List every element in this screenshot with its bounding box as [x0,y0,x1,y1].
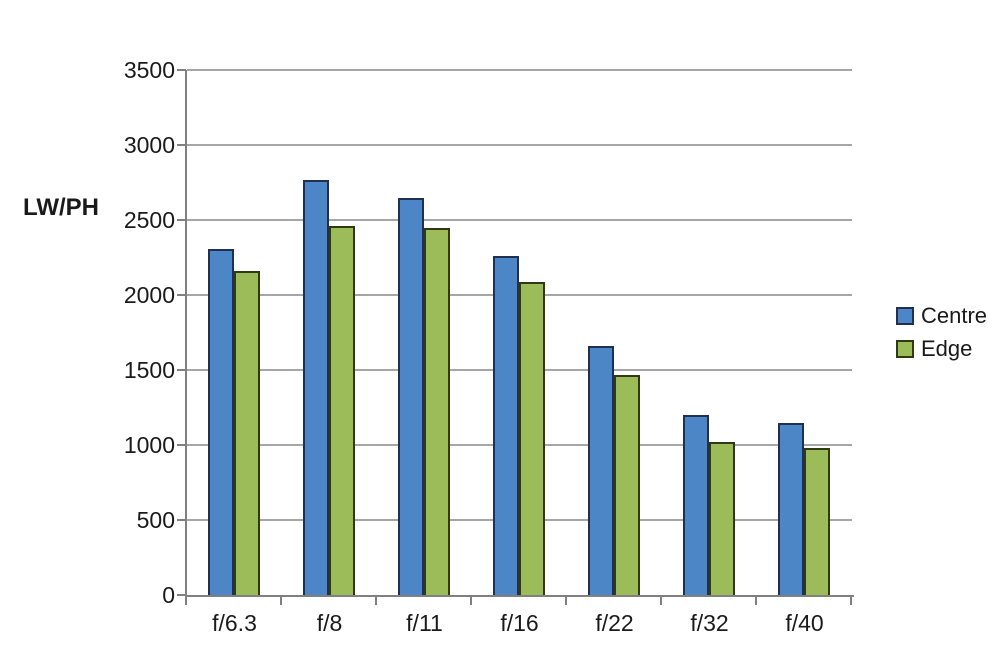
y-axis-tick [177,69,186,71]
gridline-2500 [187,219,852,221]
bar-centre-f8 [303,179,329,595]
x-axis-tick [755,597,757,605]
x-axis-line [185,595,854,597]
y-axis-tick-label: 3000 [123,132,175,158]
y-axis-tick-label: 3500 [123,57,175,83]
y-axis-line [185,70,187,603]
y-axis-tick [177,219,186,221]
y-axis-tick [177,294,186,296]
x-axis-tick [660,597,662,605]
legend-swatch-centre [896,306,914,325]
x-axis-tick-label: f/40 [785,610,824,636]
y-axis-tick-label: 1500 [123,357,175,383]
bar-centre-f16 [493,256,519,595]
bar-edge-f8 [329,226,355,595]
gridline-3500 [187,69,852,71]
bar-centre-f6.3 [208,248,234,595]
y-axis-tick [177,519,186,521]
x-axis-tick-label: f/16 [500,610,539,636]
legend-item-edge: Edge [896,336,987,361]
legend-label-edge: Edge [921,336,973,361]
y-axis-tick [177,444,186,446]
x-axis-tick-label: f/6.3 [212,610,257,636]
bar-centre-f32 [683,415,709,595]
bar-edge-f22 [614,374,640,595]
y-axis-tick-label: 1000 [123,432,175,458]
gridline-3000 [187,144,852,146]
y-axis-tick-label: 2500 [123,207,175,233]
y-axis-tick [177,594,186,596]
x-axis-tick [470,597,472,605]
bar-edge-f11 [424,227,450,595]
y-axis-tick [177,144,186,146]
bar-centre-f40 [778,422,804,595]
bar-edge-f6.3 [234,271,260,595]
bar-edge-f32 [709,442,735,595]
x-axis-tick [185,597,187,605]
plot-area [187,69,852,595]
legend-swatch-edge [896,339,914,358]
bar-edge-f16 [519,281,545,595]
bar-edge-f40 [804,448,830,595]
legend: Centre Edge [896,303,987,361]
y-axis-tick-label: 500 [136,507,175,533]
bar-centre-f11 [398,197,424,595]
legend-label-centre: Centre [921,303,988,328]
x-axis-tick-label: f/22 [595,610,634,636]
x-axis-tick [850,597,852,605]
legend-item-centre: Centre [896,303,987,328]
x-axis-tick-label: f/8 [316,610,343,636]
y-axis-tick-label: 0 [162,582,175,608]
y-axis-tick [177,369,186,371]
y-axis-tick-label: 2000 [123,282,175,308]
x-axis-tick-label: f/11 [406,610,443,636]
x-axis-tick-label: f/32 [690,610,729,636]
x-axis-tick [375,597,377,605]
bar-centre-f22 [588,346,614,595]
y-axis-title: LW/PH [23,194,99,221]
x-axis-tick [565,597,567,605]
x-axis-tick [280,597,282,605]
